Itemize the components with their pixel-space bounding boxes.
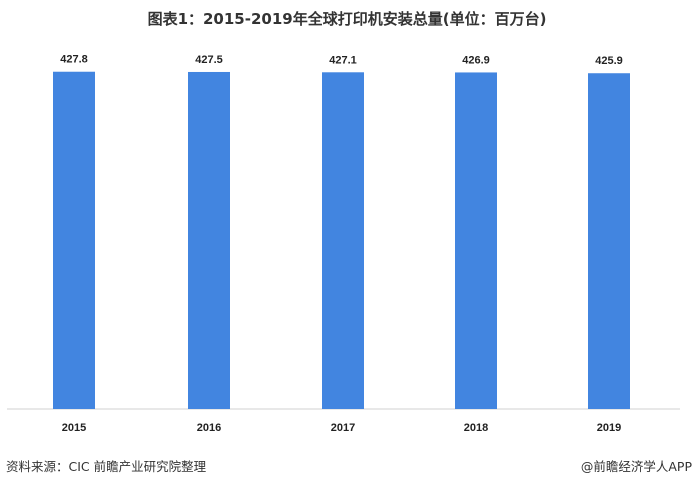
bar-2019 xyxy=(588,73,630,409)
source-note: 资料来源：CIC 前瞻产业研究院整理 xyxy=(6,459,207,474)
x-tick-label: 2018 xyxy=(464,422,488,434)
bar-2017 xyxy=(322,72,364,409)
data-label: 426.9 xyxy=(462,54,490,66)
x-tick-label: 2015 xyxy=(62,422,86,434)
x-tick-label: 2017 xyxy=(331,422,355,434)
bar-2015 xyxy=(53,71,95,409)
credit-note: @前瞻经济学人APP xyxy=(580,459,692,474)
data-label: 427.1 xyxy=(329,54,357,66)
bar-2016 xyxy=(188,71,230,409)
x-tick-label: 2019 xyxy=(597,422,621,434)
data-label: 425.9 xyxy=(595,55,623,67)
chart-title: 图表1：2015-2019年全球打印机安装总量(单位：百万台) xyxy=(147,10,547,28)
x-tick-label: 2016 xyxy=(197,422,221,434)
data-label: 427.8 xyxy=(60,54,88,66)
data-label: 427.5 xyxy=(195,54,223,66)
bar-2018 xyxy=(455,72,497,409)
